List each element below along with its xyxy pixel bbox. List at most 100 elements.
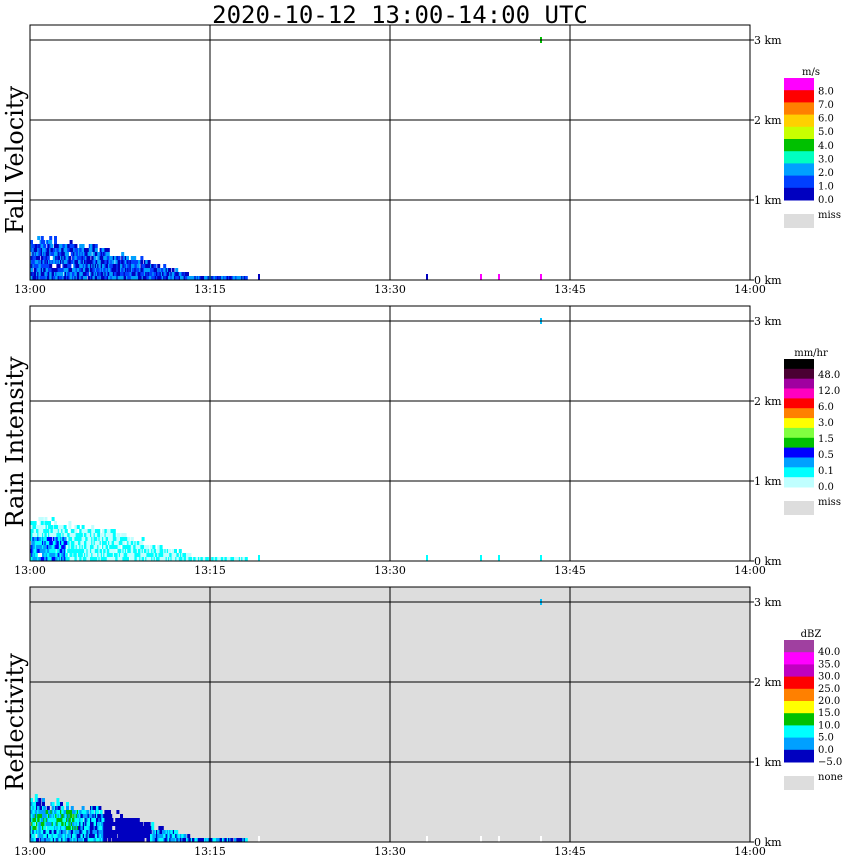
reflectivity-echo-cell	[79, 810, 83, 814]
fall-velocity-echo-cell	[43, 268, 47, 272]
fall-velocity-echo-cell	[49, 276, 53, 280]
reflectivity-echo-cell	[130, 826, 134, 830]
rain-intensity-echo-cell	[69, 553, 73, 557]
reflectivity-echo-cell	[49, 830, 53, 834]
legend-miss-swatch	[784, 501, 814, 515]
reflectivity-echo-cell	[58, 834, 62, 838]
rain-intensity-echo-cell	[51, 533, 55, 537]
rain-intensity-echo-cell	[75, 537, 79, 541]
rain-intensity-echo-cell	[94, 529, 98, 533]
rain-intensity-echo-cell	[127, 537, 131, 541]
fall-velocity-echo-cell	[92, 248, 96, 252]
legend-level-label: 35.0	[818, 659, 840, 670]
reflectivity-echo-cell	[136, 818, 140, 822]
fall-velocity-echo-cell	[121, 252, 125, 256]
legend-swatch	[784, 114, 814, 128]
rain-intensity-echo-cell	[103, 537, 107, 541]
reflectivity-echo-cell	[87, 830, 91, 834]
fall-velocity-echo-cell	[54, 236, 57, 240]
legend-level-label: 6.0	[818, 402, 834, 413]
reflectivity-echo-cell	[63, 810, 67, 814]
rain-intensity-echo-cell	[121, 537, 125, 541]
legend-swatch	[784, 102, 814, 116]
legend-level-label: 4.0	[818, 141, 834, 152]
fall-velocity-echo-cell	[60, 244, 63, 248]
y-tick-label: 0 km	[754, 555, 782, 568]
fall-velocity-echo-cell	[56, 244, 60, 248]
rain-intensity-echo-cell	[69, 537, 73, 541]
fall-velocity-echo-cell	[81, 244, 85, 248]
rain-intensity-echo-speck	[258, 555, 260, 561]
rain-intensity-echo-cell	[180, 557, 183, 561]
rain-intensity-echo-cell	[234, 557, 237, 561]
reflectivity-echo-cell	[129, 822, 133, 826]
reflectivity-echo-cell	[31, 838, 35, 842]
rain-intensity-echo-cell	[112, 549, 116, 553]
rain-intensity-echo-cell	[160, 549, 164, 553]
fall-velocity-echo-cell	[138, 260, 141, 264]
reflectivity-echo-cell	[57, 802, 61, 806]
reflectivity-echo-cell	[109, 814, 113, 818]
legend-swatch	[784, 388, 814, 399]
reflectivity-echo-cell	[82, 830, 86, 834]
reflectivity-echo-cell	[110, 818, 114, 822]
fall-velocity-echo-cell	[120, 272, 123, 276]
fall-velocity-echo-cell	[52, 268, 56, 272]
rain-intensity-echo-cell	[104, 541, 108, 545]
legend-level-label: 0.5	[818, 450, 834, 461]
reflectivity-echo-cell	[163, 830, 167, 834]
rain-intensity-echo-cell	[127, 545, 131, 549]
fall-velocity-echo-cell	[175, 268, 179, 272]
reflectivity-echo-cell	[81, 810, 85, 814]
rain-intensity-echo-cell	[81, 529, 85, 533]
reflectivity-echo-cell	[230, 838, 234, 842]
reflectivity-echo-cell	[171, 838, 175, 842]
rain-intensity-echo-cell	[36, 525, 39, 529]
fall-velocity-echo-cell	[45, 252, 49, 256]
fall-velocity-echo-cell	[74, 272, 78, 276]
rain-intensity-echo-cell	[106, 549, 110, 553]
fall-velocity-echo-cell	[123, 264, 127, 268]
rain-intensity-echo-cell	[109, 549, 113, 553]
rain-intensity-echo-cell	[34, 557, 38, 561]
fall-velocity-echo-cell	[100, 276, 104, 280]
reflectivity-echo-cell	[132, 822, 135, 826]
fall-velocity-echo-cell	[178, 272, 182, 276]
rain-intensity-echo-cell	[169, 553, 173, 557]
y-tick-label: 2 km	[754, 114, 782, 127]
reflectivity-echo-cell	[50, 826, 54, 830]
rain-intensity-echo-cell	[122, 557, 126, 561]
x-tick-label: 13:30	[374, 283, 406, 296]
rain-intensity-echo-cell	[92, 557, 96, 561]
reflectivity-echo-cell	[118, 838, 122, 842]
fall-velocity-echo-cell	[30, 276, 33, 280]
reflectivity-echo-speck	[498, 836, 500, 842]
x-tick-label: 13:00	[14, 845, 46, 858]
fall-velocity-echo-cell	[168, 268, 171, 272]
reflectivity-echo-cell	[32, 810, 36, 814]
legend-unit: mm/hr	[794, 348, 828, 359]
reflectivity-echo-cell	[109, 826, 113, 830]
legend-level-label: 5.0	[818, 733, 834, 744]
legend-level-label: 40.0	[818, 647, 840, 658]
rain-intensity-echo-cell	[129, 557, 133, 561]
fall-velocity-echo-cell	[30, 268, 33, 272]
rain-intensity-echo-cell	[122, 541, 126, 545]
reflectivity-echo-cell	[56, 798, 60, 802]
reflectivity-echo-cell	[138, 822, 141, 826]
reflectivity-echo-cell	[122, 838, 126, 842]
reflectivity-echo-cell	[104, 810, 108, 814]
fall-velocity-echo-cell	[36, 264, 39, 268]
rain-intensity-echo-cell	[159, 557, 163, 561]
reflectivity-echo-cell	[30, 806, 33, 810]
reflectivity-echo-cell	[52, 834, 56, 838]
fall-velocity-echo-cell	[84, 276, 87, 280]
rain-intensity-echo-cell	[112, 537, 116, 541]
rain-intensity-echo-cell	[91, 529, 95, 533]
reflectivity-echo-cell	[46, 806, 50, 810]
legend-swatch	[784, 90, 814, 103]
reflectivity-echo-cell	[66, 810, 69, 814]
legend-swatch	[784, 163, 814, 177]
rain-intensity-echo-cell	[70, 557, 74, 561]
